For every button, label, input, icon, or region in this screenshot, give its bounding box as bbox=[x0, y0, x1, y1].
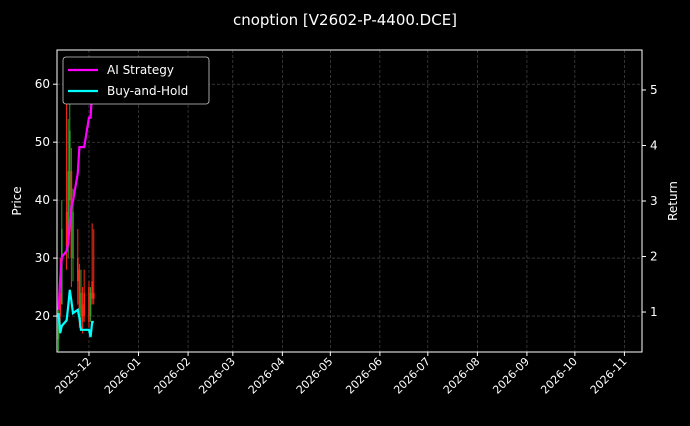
candle-body bbox=[91, 281, 93, 299]
x-tick-label: 2026-11 bbox=[588, 355, 630, 397]
x-tick-label: 2026-09 bbox=[490, 355, 532, 397]
candle-body bbox=[89, 292, 92, 317]
candle-body bbox=[68, 130, 71, 201]
grid bbox=[57, 50, 642, 352]
series-lines bbox=[57, 73, 95, 338]
y-tick-label: 40 bbox=[35, 193, 50, 207]
y2-tick-label: 4 bbox=[650, 138, 658, 152]
y2-tick-label: 1 bbox=[650, 305, 658, 319]
candle-body bbox=[57, 316, 60, 340]
y2-tick-label: 3 bbox=[650, 194, 658, 208]
x-tick-label: 2026-07 bbox=[391, 355, 433, 397]
candle-body bbox=[65, 211, 68, 247]
candle-body bbox=[92, 292, 95, 299]
ticks: 2025-12 2026-01 2026-02 2026-03 2026-04 2026-… bbox=[35, 77, 658, 396]
x-tick-label: 2026-10 bbox=[538, 355, 580, 397]
x-tick-label: 2026-04 bbox=[246, 355, 288, 397]
legend-label: AI Strategy bbox=[107, 63, 174, 77]
candle-body bbox=[67, 171, 69, 247]
series-line bbox=[57, 73, 95, 310]
candle-body bbox=[78, 269, 81, 311]
x-tick-label: 2025-12 bbox=[52, 355, 94, 397]
x-tick-label: 2026-01 bbox=[102, 355, 144, 397]
y2-tick-label: 5 bbox=[650, 83, 658, 97]
legend-box bbox=[62, 56, 210, 105]
chart-title: cnoption [V2602-P-4400.DCE] bbox=[233, 11, 457, 29]
candle-body bbox=[72, 211, 74, 259]
x-tick-label: 2026-02 bbox=[151, 355, 193, 397]
x-tick-label: 2026-06 bbox=[343, 355, 385, 397]
x-tick-label: 2026-03 bbox=[196, 355, 238, 397]
candle-body bbox=[83, 292, 85, 317]
y-tick-label: 20 bbox=[35, 309, 50, 323]
y-tick-label: 30 bbox=[35, 251, 50, 265]
legend-label: Buy-and-Hold bbox=[107, 84, 188, 98]
x-tick-label: 2026-05 bbox=[294, 355, 336, 397]
x-tick-label: 2026-08 bbox=[441, 355, 483, 397]
y-tick-label: 50 bbox=[35, 135, 50, 149]
legend: AI Strategy Buy-and-Hold bbox=[62, 56, 210, 105]
candle-body bbox=[76, 258, 79, 282]
series-line bbox=[57, 289, 94, 338]
y2-tick-label: 2 bbox=[650, 250, 658, 264]
y-axis-label: Price bbox=[10, 186, 24, 215]
candle-body bbox=[88, 287, 90, 322]
candle-body bbox=[81, 304, 84, 322]
candle-body bbox=[59, 292, 61, 317]
y-tick-label: 60 bbox=[35, 77, 50, 91]
y2-axis-label: Return bbox=[666, 181, 680, 221]
candle-body bbox=[80, 292, 82, 317]
